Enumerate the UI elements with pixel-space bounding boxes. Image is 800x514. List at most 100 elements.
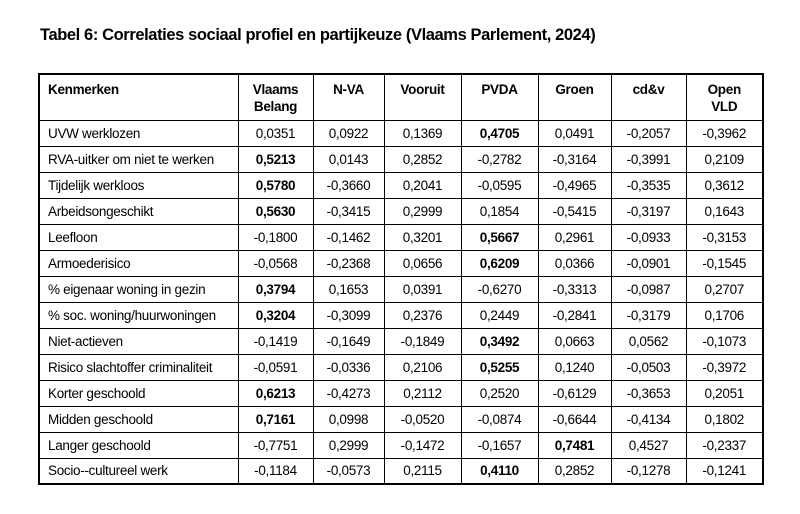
cell-value: -0,4965 <box>537 171 612 199</box>
cell-value: -0,3179 <box>610 301 687 329</box>
cell-value: 0,2041 <box>383 171 462 199</box>
row-label: RVA-uitker om niet te werken <box>38 145 239 173</box>
cell-value: 0,5667 <box>460 223 539 251</box>
cell-value: 0,5780 <box>237 171 314 199</box>
cell-value: 0,1706 <box>685 301 764 329</box>
table-row: Socio--cultureel werk -0,1184 -0,0573 0,211… <box>38 457 764 485</box>
cell-value: 0,1643 <box>685 197 764 225</box>
cell-value: 0,0491 <box>537 119 612 147</box>
table-row: RVA-uitker om niet te werken 0,5213 0,0143… <box>38 145 764 173</box>
cell-value: 0,5255 <box>460 353 539 381</box>
cell-value: -0,1657 <box>460 431 539 459</box>
column-header-label: Open VLD <box>707 82 742 114</box>
column-header: Vooruit <box>383 73 462 121</box>
cell-value: -0,3535 <box>610 171 687 199</box>
cell-value: 0,0656 <box>383 249 462 277</box>
cell-value: -0,1472 <box>383 431 462 459</box>
row-label: Niet-actieven <box>38 327 239 355</box>
cell-value: 0,2852 <box>383 145 462 173</box>
row-label: Korter geschoold <box>38 379 239 407</box>
cell-value: 0,2109 <box>685 145 764 173</box>
table-row: % soc. woning/huurwoningen 0,3204 -0,3099 0… <box>38 301 764 329</box>
cell-value: -0,3197 <box>610 197 687 225</box>
cell-value: 0,3794 <box>237 275 314 303</box>
row-label: Langer geschoold <box>38 431 239 459</box>
cell-value: -0,3660 <box>312 171 385 199</box>
cell-value: -0,1073 <box>685 327 764 355</box>
column-header: Kenmerken <box>38 73 239 121</box>
row-label: Risico slachtoffer criminaliteit <box>38 353 239 381</box>
cell-value: 0,2999 <box>383 197 462 225</box>
cell-value: -0,1184 <box>237 457 314 485</box>
cell-value: -0,1849 <box>383 327 462 355</box>
column-header-label: Vooruit <box>400 82 445 97</box>
table-row: Langer geschoold -0,7751 0,2999 -0,1472 -0,1… <box>38 431 764 459</box>
cell-value: -0,0901 <box>610 249 687 277</box>
table-row: Korter geschoold 0,6213 -0,4273 0,2112 0,252… <box>38 379 764 407</box>
cell-value: -0,7751 <box>237 431 314 459</box>
table-row: Arbeidsongeschikt 0,5630 -0,3415 0,2999 0,18… <box>38 197 764 225</box>
cell-value: 0,1369 <box>383 119 462 147</box>
cell-value: -0,4134 <box>610 405 687 433</box>
cell-value: -0,3164 <box>537 145 612 173</box>
cell-value: -0,6129 <box>537 379 612 407</box>
cell-value: -0,4273 <box>312 379 385 407</box>
table-row: Midden geschoold 0,7161 0,0998 -0,0520 -0,08… <box>38 405 764 433</box>
table-row: Niet-actieven -0,1419 -0,1649 -0,1849 0,3492… <box>38 327 764 355</box>
cell-value: -0,1462 <box>312 223 385 251</box>
cell-value: -0,1241 <box>685 457 764 485</box>
cell-value: -0,3099 <box>312 301 385 329</box>
table-body: UVW werklozen 0,0351 0,0922 0,1369 0,4705 0,0… <box>38 119 764 485</box>
cell-value: 0,0562 <box>610 327 687 355</box>
cell-value: -0,3153 <box>685 223 764 251</box>
cell-value: -0,2337 <box>685 431 764 459</box>
page-title: Tabel 6: Correlaties sociaal profiel en … <box>40 26 596 44</box>
cell-value: -0,3653 <box>610 379 687 407</box>
cell-value: 0,3492 <box>460 327 539 355</box>
cell-value: -0,0595 <box>460 171 539 199</box>
cell-value: 0,0391 <box>383 275 462 303</box>
table-row: UVW werklozen 0,0351 0,0922 0,1369 0,4705 0,0… <box>38 119 764 147</box>
cell-value: 0,2112 <box>383 379 462 407</box>
table-row: Tijdelijk werkloos 0,5780 -0,3660 0,2041 -0,… <box>38 171 764 199</box>
cell-value: 0,6209 <box>460 249 539 277</box>
cell-value: -0,2841 <box>537 301 612 329</box>
cell-value: 0,2707 <box>685 275 764 303</box>
table-header: Kenmerken Vlaams Belang N-VA Vooruit PVDA Gro… <box>38 73 764 121</box>
cell-value: 0,0143 <box>312 145 385 173</box>
cell-value: -0,0933 <box>610 223 687 251</box>
column-header-label: PVDA <box>481 82 518 97</box>
row-label: Arbeidsongeschikt <box>38 197 239 225</box>
cell-value: 0,2961 <box>537 223 612 251</box>
cell-value: 0,0998 <box>312 405 385 433</box>
column-header-label: Groen <box>555 82 594 97</box>
cell-value: -0,6270 <box>460 275 539 303</box>
cell-value: 0,6213 <box>237 379 314 407</box>
cell-value: 0,7481 <box>537 431 612 459</box>
cell-value: 0,2999 <box>312 431 385 459</box>
cell-value: 0,0351 <box>237 119 314 147</box>
column-header: cd&v <box>610 73 687 121</box>
cell-value: 0,3204 <box>237 301 314 329</box>
cell-value: 0,5213 <box>237 145 314 173</box>
cell-value: -0,1278 <box>610 457 687 485</box>
cell-value: 0,7161 <box>237 405 314 433</box>
cell-value: 0,2852 <box>537 457 612 485</box>
cell-value: -0,1545 <box>685 249 764 277</box>
cell-value: 0,2051 <box>685 379 764 407</box>
cell-value: 0,5630 <box>237 197 314 225</box>
row-label: Tijdelijk werkloos <box>38 171 239 199</box>
cell-value: -0,5415 <box>537 197 612 225</box>
cell-value: 0,3612 <box>685 171 764 199</box>
cell-value: 0,1802 <box>685 405 764 433</box>
cell-value: -0,2057 <box>610 119 687 147</box>
cell-value: -0,0987 <box>610 275 687 303</box>
cell-value: -0,1419 <box>237 327 314 355</box>
cell-value: -0,3415 <box>312 197 385 225</box>
cell-value: -0,3313 <box>537 275 612 303</box>
column-header-label: Vlaams Belang <box>252 82 299 114</box>
cell-value: 0,1240 <box>537 353 612 381</box>
cell-value: 0,2106 <box>383 353 462 381</box>
row-label: Socio--cultureel werk <box>38 457 239 485</box>
